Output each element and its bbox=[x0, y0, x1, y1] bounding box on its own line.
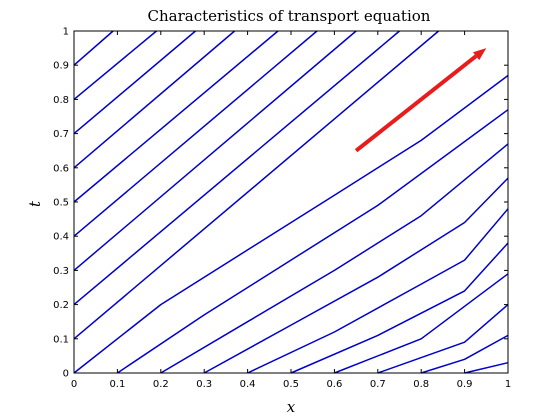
y-tick-label: 0.7 bbox=[53, 129, 69, 140]
chart-title: Characteristics of transport equation bbox=[148, 7, 431, 25]
x-tick-label: 0.6 bbox=[326, 379, 342, 390]
x-tick-label: 0 bbox=[71, 379, 77, 390]
characteristic-line-t-6 bbox=[73, 30, 196, 135]
characteristic-line-t-8 bbox=[73, 30, 114, 66]
characteristic-line-t-3 bbox=[73, 30, 318, 237]
x-tick-label: 0.7 bbox=[370, 379, 386, 390]
characteristic-line-t-1 bbox=[73, 30, 400, 306]
y-tick-label: 0.4 bbox=[53, 232, 69, 243]
y-tick-label: 0 bbox=[63, 369, 69, 380]
y-tick-label: 1 bbox=[63, 27, 69, 38]
x-tick-label: 0.2 bbox=[153, 379, 169, 390]
y-ticks: 0 0.1 0.2 0.3 0.4 0.5 0.6 0.7 0.8 0.9 1 bbox=[53, 27, 508, 380]
characteristic-line-x-2 bbox=[160, 143, 509, 374]
x-tick-label: 0.8 bbox=[413, 379, 429, 390]
y-tick-label: 0.6 bbox=[53, 163, 69, 174]
arrow-layer bbox=[354, 48, 487, 153]
characteristic-line-t-2 bbox=[73, 30, 357, 271]
x-tick-label: 1 bbox=[505, 379, 511, 390]
x-tick-label: 0.1 bbox=[109, 379, 125, 390]
arrow-head bbox=[473, 48, 487, 61]
characteristic-line-x-3 bbox=[203, 177, 509, 374]
arrow-shaft bbox=[354, 54, 478, 153]
y-tick-label: 0.5 bbox=[53, 198, 69, 209]
characteristic-line-x-8 bbox=[420, 334, 509, 374]
characteristic-line-x-4 bbox=[247, 208, 509, 374]
characteristic-line-t-7 bbox=[73, 30, 157, 100]
characteristics-layer bbox=[73, 30, 509, 374]
y-tick-label: 0.9 bbox=[53, 61, 69, 72]
x-ticks: 0 0.1 0.2 0.3 0.4 0.5 0.6 0.7 0.8 0.9 1 bbox=[71, 31, 511, 390]
characteristic-line-t-0 bbox=[73, 30, 440, 340]
characteristic-line-t-5 bbox=[73, 30, 236, 169]
characteristic-line-x-1 bbox=[116, 109, 509, 374]
y-tick-label: 0.1 bbox=[53, 334, 69, 345]
characteristic-line-x-5 bbox=[290, 242, 509, 374]
x-tick-label: 0.4 bbox=[240, 379, 256, 390]
characteristic-line-x-7 bbox=[377, 304, 509, 374]
y-axis-label: t bbox=[26, 200, 44, 207]
characteristic-line-x-0 bbox=[73, 74, 509, 374]
x-tick-label: 0.3 bbox=[196, 379, 212, 390]
y-tick-label: 0.2 bbox=[53, 300, 69, 311]
characteristic-line-x-6 bbox=[334, 273, 509, 374]
y-tick-label: 0.8 bbox=[53, 95, 69, 106]
x-tick-label: 0.5 bbox=[283, 379, 299, 390]
characteristic-line-t-4 bbox=[73, 30, 279, 203]
y-tick-label: 0.3 bbox=[53, 266, 69, 277]
x-axis-label: x bbox=[287, 398, 296, 416]
x-tick-label: 0.9 bbox=[457, 379, 473, 390]
characteristic-line-x-9 bbox=[464, 361, 509, 374]
